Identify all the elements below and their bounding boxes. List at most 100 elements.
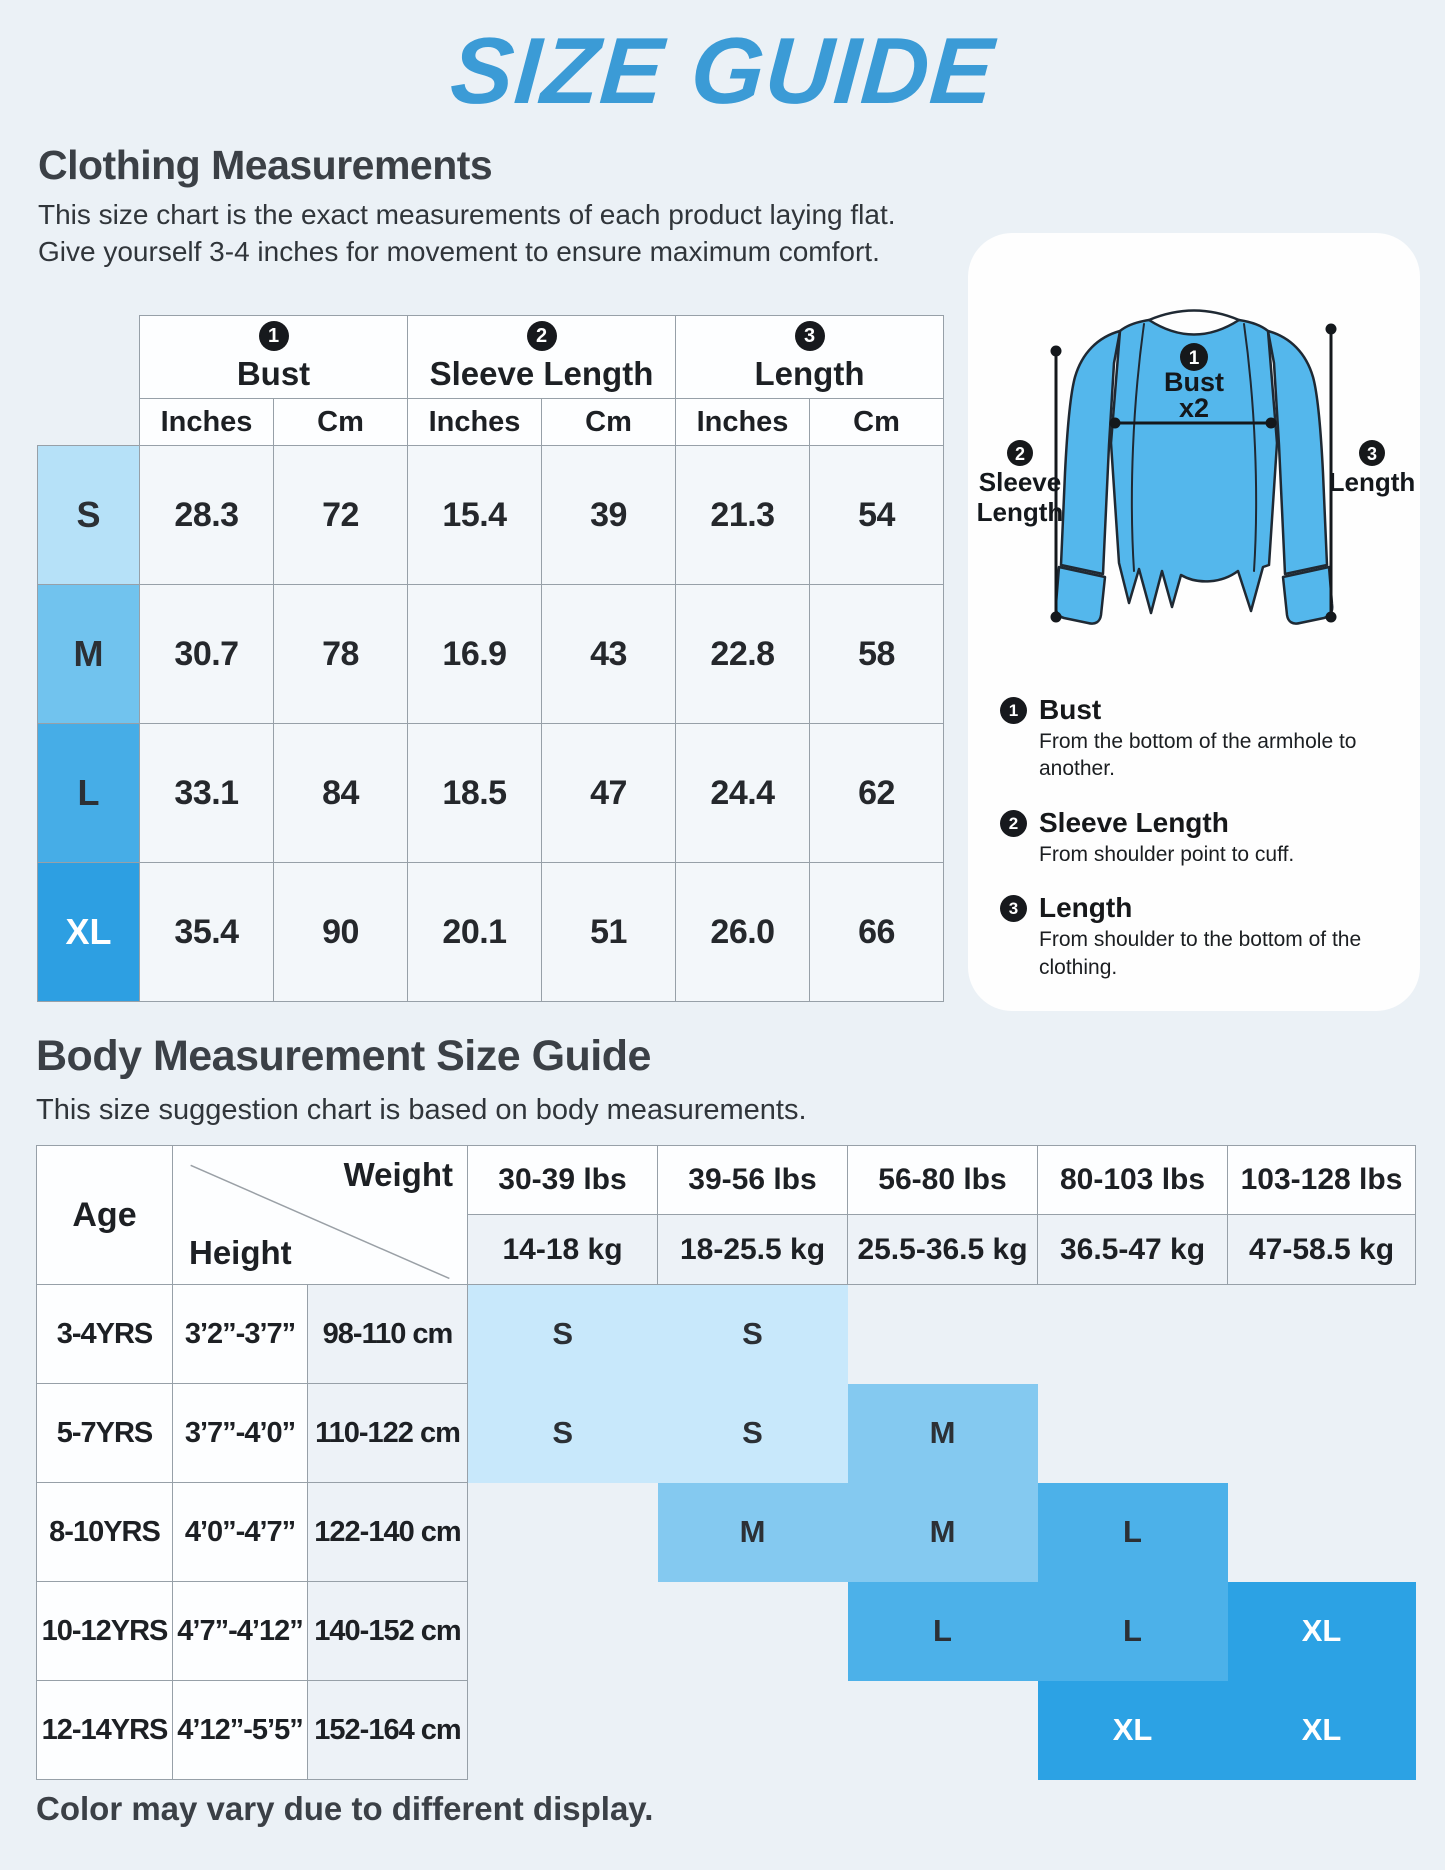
legend-sleeve-badge: 2 bbox=[1000, 809, 1027, 837]
table-cell: 22.8 bbox=[675, 584, 810, 724]
legend-bust-title: Bust bbox=[1039, 694, 1102, 725]
table-row: M 30.7 78 16.9 43 22.8 58 bbox=[37, 584, 944, 724]
length-diagram-label: Length bbox=[1329, 467, 1416, 497]
length-group-label: Length bbox=[754, 355, 865, 392]
size-label-l: L bbox=[37, 723, 140, 863]
size-recommendation-cell: XL bbox=[1037, 1680, 1228, 1780]
sleeve-number-badge: 2 bbox=[526, 321, 557, 351]
table-cell: 54 bbox=[809, 445, 944, 585]
age-cell: 10-12YRS bbox=[36, 1581, 173, 1681]
size-recommendation-cell: L bbox=[1037, 1482, 1228, 1582]
table-corner-spacer bbox=[38, 316, 140, 446]
size-label-s: S bbox=[37, 445, 140, 585]
size-recommendation-cell: M bbox=[847, 1383, 1038, 1483]
length-number-badge bbox=[1359, 440, 1385, 466]
size-recommendation-cell bbox=[468, 1483, 658, 1582]
table-row: L 33.1 84 18.5 47 24.4 62 bbox=[37, 723, 944, 863]
bust-number-badge bbox=[1180, 343, 1208, 371]
size-recommendation-cell: S bbox=[467, 1284, 658, 1384]
size-recommendation-cell: M bbox=[657, 1482, 848, 1582]
weight-kg-header: 14-18 kg bbox=[467, 1214, 658, 1285]
size-recommendation-cell bbox=[1038, 1384, 1228, 1483]
legend-bust-badge: 1 bbox=[1000, 697, 1027, 724]
height-ft-cell: 3’2”-3’7” bbox=[172, 1284, 308, 1384]
table-cell: 66 bbox=[809, 862, 944, 1002]
size-recommendation-cell bbox=[468, 1681, 658, 1780]
height-ft-cell: 4’0”-4’7” bbox=[172, 1482, 308, 1582]
size-recommendation-cell bbox=[1228, 1483, 1416, 1582]
clothing-measurements-table: 1 Bust 2 Sleeve Length 3 Length Inches C… bbox=[37, 315, 944, 1002]
height-ft-cell: 4’7”-4’12” bbox=[172, 1581, 308, 1681]
body-section-heading: Body Measurement Size Guide bbox=[36, 1032, 651, 1080]
size-recommendation-cell bbox=[658, 1582, 848, 1681]
weight-kg-header: 36.5-47 kg bbox=[1037, 1214, 1228, 1285]
weight-kg-header: 18-25.5 kg bbox=[657, 1214, 848, 1285]
legend-length-title: Length bbox=[1039, 892, 1133, 924]
legend-length-badge: 3 bbox=[1000, 895, 1027, 923]
measurement-lines bbox=[1054, 329, 1333, 617]
unit-header: Inches bbox=[675, 398, 810, 446]
length-number-badge: 3 bbox=[794, 321, 825, 351]
table-cell: 43 bbox=[541, 584, 676, 724]
diagonal-divider-line bbox=[173, 1146, 467, 1284]
clothing-section-description: This size chart is the exact measurement… bbox=[38, 196, 896, 270]
table-cell: 15.4 bbox=[407, 445, 542, 585]
height-cm-cell: 122-140 cm bbox=[307, 1482, 468, 1582]
legend-item-length: 3 Length From shoulder to the bottom of … bbox=[1000, 892, 1420, 981]
height-cm-cell: 110-122 cm bbox=[307, 1383, 468, 1483]
size-recommendation-cell bbox=[1038, 1285, 1228, 1384]
age-cell: 8-10YRS bbox=[36, 1482, 173, 1582]
table-cell: 90 bbox=[273, 862, 408, 1002]
table-cell: 47 bbox=[541, 723, 676, 863]
bust-number: 1 bbox=[1189, 348, 1200, 369]
weight-kg-header: 47-58.5 kg bbox=[1227, 1214, 1416, 1285]
legend-length-description: From shoulder to the bottom of the cloth… bbox=[1039, 928, 1362, 979]
weight-kg-header: 25.5-36.5 kg bbox=[847, 1214, 1038, 1285]
size-recommendation-cell: L bbox=[1037, 1581, 1228, 1681]
unit-header: Cm bbox=[273, 398, 408, 446]
sleeve-group-label: Sleeve Length bbox=[429, 355, 654, 392]
size-recommendation-cell bbox=[848, 1285, 1038, 1384]
size-recommendation-cell bbox=[1228, 1285, 1416, 1384]
table-cell: 21.3 bbox=[675, 445, 810, 585]
legend-item-sleeve-length: 2 Sleeve Length From shoulder point to c… bbox=[1000, 807, 1420, 868]
table-cell: 72 bbox=[273, 445, 408, 585]
clothing-description-line2: Give yourself 3-4 inches for movement to… bbox=[38, 236, 880, 267]
table-row: 10-12YRS 4’7”-4’12” 140-152 cm L L XL bbox=[36, 1581, 1416, 1681]
measurement-legend: 1 Bust From the bottom of the armhole to… bbox=[968, 694, 1420, 981]
unit-header: Cm bbox=[809, 398, 944, 446]
legend-bust-description: From the bottom of the armhole to anothe… bbox=[1039, 730, 1357, 781]
column-group-length: 3 Length bbox=[675, 315, 944, 399]
table-cell: 30.7 bbox=[139, 584, 274, 724]
clothing-description-line1: This size chart is the exact measurement… bbox=[38, 199, 896, 230]
weight-height-diagonal-header: Weight Height bbox=[172, 1145, 468, 1285]
table-cell: 24.4 bbox=[675, 723, 810, 863]
weight-header-label: Weight bbox=[343, 1156, 453, 1193]
bust-group-label: Bust bbox=[236, 355, 311, 392]
legend-sleeve-title: Sleeve Length bbox=[1039, 806, 1229, 838]
bust-multiplier-label: x2 bbox=[1179, 393, 1209, 423]
table-row: 12-14YRS 4’12”-5’5” 152-164 cm XL XL bbox=[36, 1680, 1416, 1780]
table-cell: 51 bbox=[541, 862, 676, 1002]
unit-header: Inches bbox=[407, 398, 542, 446]
age-cell: 12-14YRS bbox=[36, 1680, 173, 1780]
bust-number-badge: 1 bbox=[258, 321, 289, 351]
table-row: S 28.3 72 15.4 39 21.3 54 bbox=[37, 445, 944, 585]
column-group-sleeve-length: 2 Sleeve Length bbox=[407, 315, 676, 399]
unit-header: Inches bbox=[139, 398, 274, 446]
size-recommendation-cell: M bbox=[847, 1482, 1038, 1582]
height-cm-cell: 98-110 cm bbox=[307, 1284, 468, 1384]
sleeve-number: 2 bbox=[1015, 444, 1025, 464]
legend-sleeve-description: From shoulder point to cuff. bbox=[1039, 842, 1295, 866]
table-cell: 84 bbox=[273, 723, 408, 863]
sleeve-number-badge bbox=[1007, 440, 1033, 466]
table-cell: 28.3 bbox=[139, 445, 274, 585]
size-recommendation-cell: L bbox=[847, 1581, 1038, 1681]
weight-lbs-header: 56-80 lbs bbox=[847, 1145, 1038, 1215]
size-recommendation-cell: S bbox=[467, 1383, 658, 1483]
size-label-m: M bbox=[37, 584, 140, 724]
clothing-section-heading: Clothing Measurements bbox=[38, 142, 493, 188]
length-number: 3 bbox=[1367, 444, 1377, 464]
page-title: SIZE GUIDE bbox=[447, 18, 998, 123]
